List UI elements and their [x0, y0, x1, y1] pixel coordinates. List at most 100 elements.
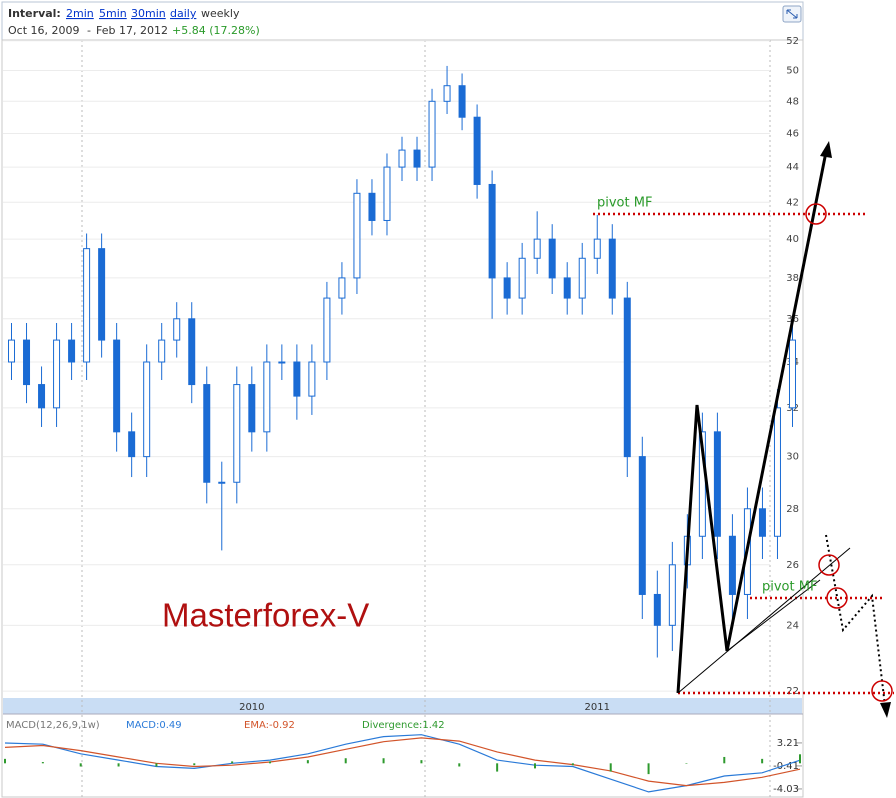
- candle-body: [383, 166, 391, 221]
- histogram-bar: [306, 760, 309, 764]
- histogram-bar: [79, 763, 82, 767]
- start-date: Oct 16, 2009: [8, 24, 80, 37]
- y-tick-label: 30: [786, 452, 799, 463]
- candle-body: [263, 361, 271, 433]
- y-tick-label: -4.03: [773, 784, 799, 795]
- histogram-bar: [155, 763, 158, 767]
- y-tick-label: 46: [786, 128, 799, 139]
- pivot-circle: [805, 203, 827, 225]
- watermark: Masterforex-V: [162, 597, 369, 634]
- candle-body: [143, 361, 151, 458]
- header-box: [1, 1, 804, 41]
- candle-body: [668, 564, 676, 626]
- candle-body: [788, 339, 796, 409]
- histogram-bar: [269, 761, 271, 764]
- x-tick-label: 2010: [239, 702, 264, 713]
- candle-body: [578, 257, 586, 299]
- candle-body: [98, 248, 106, 341]
- interval-link[interactable]: daily: [170, 7, 197, 20]
- histogram-bar: [609, 763, 612, 772]
- macd-line: [4, 737, 801, 787]
- candle-body: [518, 257, 526, 299]
- annotations: pivot MF pivot MF Masterforex-V: [162, 141, 894, 718]
- candle-body: [68, 339, 76, 363]
- candle-body: [533, 238, 541, 259]
- histogram-bar: [193, 763, 196, 766]
- pivot-circle: [871, 680, 893, 702]
- candle-body: [368, 192, 376, 221]
- candle-body: [83, 248, 91, 363]
- histogram-bar: [344, 758, 347, 764]
- candle-body: [323, 297, 331, 363]
- candle-body: [353, 192, 361, 279]
- histogram-bar: [41, 762, 44, 764]
- histogram-bar: [496, 763, 499, 772]
- legend-entry: Divergence:1.42: [362, 720, 445, 731]
- candle-body: [623, 297, 631, 458]
- end-date: Feb 17, 2012: [96, 24, 168, 37]
- y-tick-label: 52: [786, 36, 799, 47]
- candle-body: [398, 149, 406, 168]
- y-tick-label: -0.41: [773, 761, 799, 772]
- y-tick-label: 40: [786, 234, 799, 245]
- interval-link[interactable]: 2min: [66, 7, 94, 20]
- interval-link[interactable]: 30min: [131, 7, 166, 20]
- arrow-head: [880, 702, 891, 718]
- candle-body: [8, 339, 16, 363]
- histogram-bar: [4, 758, 6, 764]
- histogram-bar: [685, 763, 688, 764]
- candle-body: [23, 339, 31, 386]
- candle-body: [308, 361, 316, 397]
- price-change: +5.84 (17.28%): [172, 24, 260, 37]
- candle-body: [773, 407, 781, 537]
- histogram-bar: [761, 758, 764, 764]
- candle-body: [188, 318, 196, 386]
- forecast-line: [825, 534, 886, 707]
- candle-body: [278, 361, 286, 364]
- interval-current: weekly: [201, 7, 240, 20]
- y-tick-label: 26: [786, 560, 799, 571]
- x-axis-band: [3, 698, 802, 714]
- histogram-bar: [571, 763, 574, 766]
- expand-icon: [786, 9, 798, 19]
- macd-line: [4, 734, 801, 793]
- x-tick-label: 2011: [585, 702, 610, 713]
- y-tick-label: 48: [786, 96, 799, 107]
- candle-body: [653, 593, 661, 626]
- interval-label: Interval:: [8, 7, 61, 20]
- histogram-bar: [420, 760, 423, 764]
- y-tick-label: 42: [786, 197, 799, 208]
- pivot-label: pivot MF: [762, 580, 817, 595]
- interval-link[interactable]: 5min: [99, 7, 127, 20]
- wave-line: [676, 151, 828, 694]
- candle-body: [563, 277, 571, 299]
- candle-body: [473, 116, 481, 185]
- y-tick-label: 24: [786, 620, 799, 631]
- y-tick-label: 50: [786, 65, 799, 76]
- histogram-bar: [647, 763, 650, 775]
- histogram-bar: [534, 763, 536, 769]
- candle-body: [233, 384, 241, 483]
- candle-body: [218, 481, 226, 484]
- candle-body: [458, 85, 466, 118]
- candle-body: [128, 431, 136, 458]
- candle-body: [338, 277, 346, 299]
- candle-body: [53, 339, 61, 409]
- legend-entry: EMA:-0.92: [244, 720, 295, 731]
- candle-body: [758, 508, 766, 537]
- y-tick-label: 38: [786, 273, 799, 284]
- y-tick-label: 44: [786, 162, 799, 173]
- candle-body: [548, 238, 556, 279]
- candle-body: [293, 361, 301, 397]
- candle-body: [728, 535, 736, 595]
- pivot-circle: [826, 587, 848, 609]
- histogram-bar: [117, 763, 120, 767]
- histogram-bar: [723, 756, 726, 764]
- arrow-head: [820, 141, 832, 158]
- candle-body: [638, 456, 646, 595]
- candle-body: [413, 149, 421, 168]
- y-tick-label: 22: [786, 686, 799, 697]
- candle-body: [428, 100, 436, 168]
- panel-title: MACD(12,26,9,1w): [6, 720, 100, 731]
- trend-line: [726, 579, 821, 652]
